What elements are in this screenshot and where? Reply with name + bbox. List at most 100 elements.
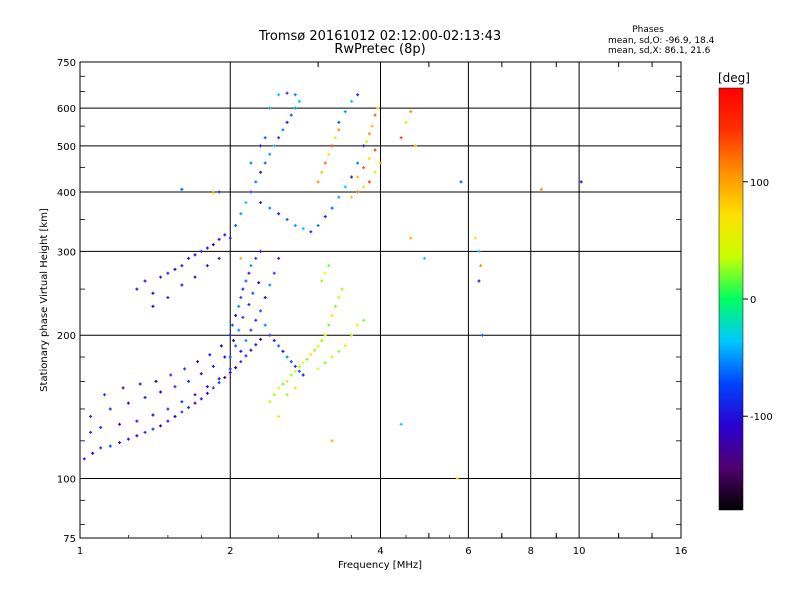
data-point (277, 212, 281, 216)
data-point (180, 400, 184, 404)
data-point (228, 367, 232, 371)
data-point (99, 446, 103, 450)
x-tick-label: 2 (227, 546, 233, 557)
data-point (211, 386, 215, 390)
data-point (316, 224, 320, 228)
data-point (180, 410, 184, 414)
data-point (159, 275, 163, 279)
data-point (337, 349, 341, 353)
data-point (367, 132, 371, 136)
data-point (193, 253, 197, 257)
data-point (297, 99, 301, 103)
data-point (180, 283, 184, 287)
data-point (293, 364, 297, 368)
data-point (305, 357, 309, 361)
data-point (223, 233, 227, 237)
data-point (293, 224, 297, 228)
data-point (350, 333, 354, 337)
data-point (138, 382, 142, 386)
data-point (281, 382, 285, 386)
data-point (343, 185, 347, 189)
data-point (259, 201, 263, 205)
data-point (337, 128, 341, 132)
x-tick-label: 8 (528, 546, 534, 557)
data-point (126, 437, 130, 441)
data-point (301, 361, 305, 365)
chart-subtitle: RwPretec (8p) (334, 42, 425, 57)
data-point (205, 391, 209, 395)
data-point (312, 348, 316, 352)
data-point (143, 395, 147, 399)
data-point (205, 264, 209, 268)
data-point (199, 397, 203, 401)
data-point (254, 343, 258, 347)
data-point (254, 180, 258, 184)
data-point (330, 206, 334, 210)
data-point (180, 264, 184, 268)
data-point (166, 271, 170, 275)
y-tick-label: 400 (57, 188, 76, 199)
data-point (333, 136, 337, 140)
data-point (118, 422, 122, 426)
data-point (579, 180, 583, 184)
data-point (231, 338, 235, 342)
data-point (217, 237, 221, 241)
data-point (230, 323, 234, 327)
data-point (373, 113, 377, 117)
data-point (330, 314, 334, 318)
data-point (159, 424, 163, 428)
data-point (285, 91, 289, 95)
data-point (268, 400, 272, 404)
colorbar-label: [deg] (718, 71, 750, 85)
x-tick-label: 1 (77, 546, 83, 557)
data-point (362, 185, 366, 189)
data-point (350, 195, 354, 199)
data-point (121, 386, 125, 390)
data-point (320, 279, 324, 283)
data-point (211, 364, 215, 368)
data-point (249, 190, 253, 194)
data-point (399, 136, 403, 140)
data-point (187, 406, 191, 410)
data-point (301, 227, 305, 231)
data-point (135, 287, 139, 291)
data-point (187, 379, 191, 383)
data-point (259, 170, 263, 174)
data-point (244, 201, 248, 205)
data-point (241, 315, 245, 319)
data-point (323, 215, 327, 219)
data-point (293, 106, 297, 110)
data-point (316, 180, 320, 184)
data-point (217, 377, 221, 381)
data-point (244, 354, 248, 358)
data-point (473, 236, 477, 240)
data-point (350, 99, 354, 103)
data-point (297, 369, 301, 373)
colorbar (718, 87, 744, 511)
data-point (211, 191, 215, 195)
data-point (404, 120, 408, 124)
data-point (277, 136, 281, 140)
data-point (263, 323, 267, 327)
data-point (330, 439, 334, 443)
data-point (277, 344, 281, 348)
data-point (247, 271, 251, 275)
data-point (234, 224, 238, 228)
data-point (239, 349, 243, 353)
data-point (477, 279, 481, 283)
y-tick-label: 300 (57, 247, 76, 258)
data-point (479, 264, 483, 268)
data-point (362, 318, 366, 322)
data-point (413, 144, 417, 148)
data-point (399, 422, 403, 426)
data-point (289, 360, 293, 364)
data-point (234, 366, 238, 370)
data-point (323, 333, 327, 337)
data-point (316, 367, 320, 371)
data-point (340, 287, 344, 291)
data-point (244, 338, 248, 342)
y-tick-label: 500 (57, 142, 76, 153)
x-tick-label: 16 (675, 546, 688, 557)
data-point (343, 110, 347, 114)
